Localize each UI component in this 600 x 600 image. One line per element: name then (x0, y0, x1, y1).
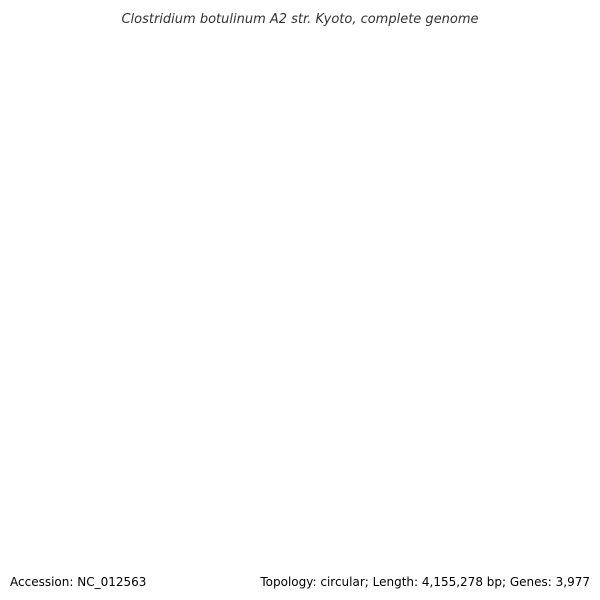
topology-text: Topology: circular; Length: 4,155,278 bp… (259, 575, 590, 589)
accession-text: Accession: NC_012563 (10, 575, 146, 589)
map-title: Clostridium botulinum A2 str. Kyoto, com… (121, 12, 478, 27)
